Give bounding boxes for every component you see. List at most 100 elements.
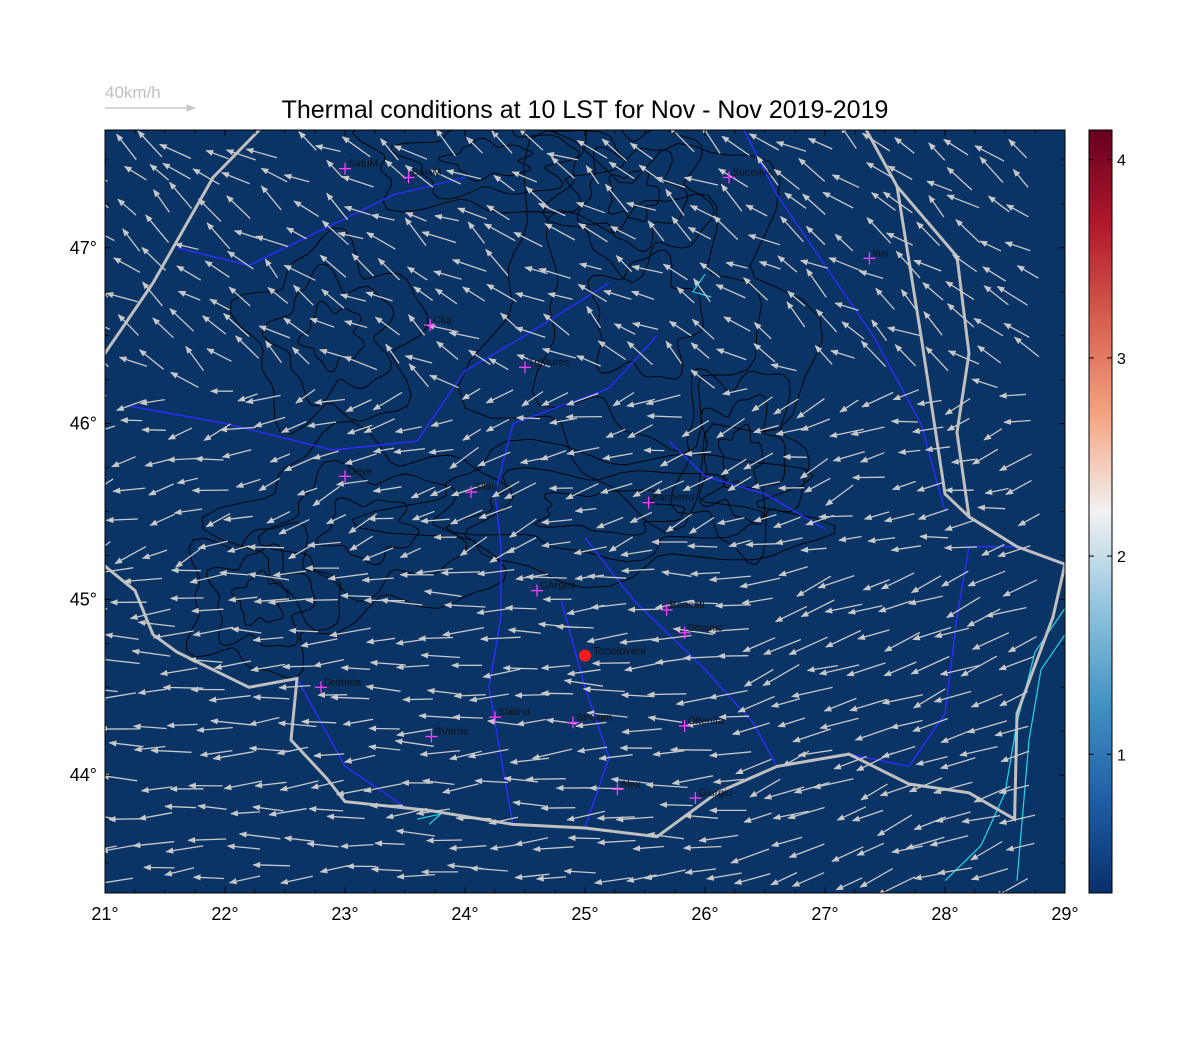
wind-arrow: [751, 396, 773, 412]
wind-arrow: [831, 174, 860, 189]
wind-arrow: [970, 693, 1003, 708]
x-tick-label: 26°: [691, 904, 718, 924]
wind-arrow: [999, 690, 1029, 707]
city-label: BVerde: [434, 726, 469, 738]
wind-arrow: [841, 321, 865, 340]
wind-arrow: [491, 130, 513, 154]
wind-arrow: [482, 668, 521, 679]
special-site-label: Topoloveni: [593, 646, 646, 658]
wind-arrow: [770, 698, 801, 708]
wind-arrow: [715, 284, 746, 299]
wind-arrow: [1005, 204, 1029, 218]
wind-arrow: [265, 340, 283, 364]
x-tick-label: 25°: [571, 904, 598, 924]
wind-arrow: [395, 663, 430, 671]
wind-arrow: [733, 873, 771, 885]
wind-arrow: [268, 808, 307, 817]
wind-arrow: [998, 784, 1030, 795]
wind-arrow: [691, 318, 715, 340]
wind-arrow: [613, 323, 636, 335]
wind-arrow: [133, 745, 166, 753]
wind-arrow: [654, 599, 693, 610]
wind-arrow: [105, 845, 117, 850]
wind-arrow: [247, 571, 290, 581]
wind-arrow: [687, 226, 712, 240]
wind-arrow: [644, 869, 686, 881]
wind-arrow: [922, 282, 944, 301]
wind-arrow: [950, 458, 976, 465]
wind-arrow: [169, 308, 195, 332]
wind-arrow: [462, 286, 486, 302]
wind-arrow: [882, 191, 913, 214]
contour-line: [587, 249, 704, 380]
wind-arrow: [926, 180, 953, 192]
wind-arrow: [682, 476, 713, 492]
wind-arrow: [839, 399, 859, 413]
wind-arrow: [173, 508, 203, 516]
wind-arrow: [213, 660, 252, 670]
wind-arrow: [1003, 322, 1030, 338]
wind-arrow: [793, 781, 830, 794]
wind-arrow: [952, 254, 978, 273]
wind-arrow: [176, 265, 202, 281]
wind-arrow: [298, 131, 317, 151]
wind-arrow: [165, 845, 204, 854]
wind-arrow: [566, 446, 600, 456]
wind-arrow: [260, 167, 288, 183]
wind-arrow: [689, 204, 717, 219]
wind-arrow: [800, 599, 835, 618]
wind-arrow: [946, 166, 973, 191]
wind-arrow: [566, 810, 606, 822]
wind-arrow: [321, 288, 345, 309]
wind-arrow: [105, 632, 139, 640]
colorbar-gradient: [1088, 129, 1113, 894]
wind-arrow: [467, 221, 486, 244]
wind-arrow: [994, 725, 1029, 737]
city-label: Giurgiu: [698, 787, 732, 799]
wind-arrow: [834, 233, 854, 252]
wind-arrow: [404, 354, 433, 364]
wind-arrow: [252, 694, 290, 701]
wind-arrow: [374, 316, 400, 336]
wind-arrow: [450, 483, 486, 497]
wind-arrow: [661, 569, 692, 577]
wind-arrow: [420, 517, 450, 524]
wind-arrow: [894, 344, 917, 367]
wind-arrow: [489, 843, 519, 851]
wind-arrow: [339, 293, 367, 302]
wind-arrow: [227, 250, 254, 270]
wind-arrow: [876, 876, 916, 893]
wind-arrow: [1003, 418, 1031, 425]
city-label: Banesti: [670, 599, 705, 611]
wind-arrow: [912, 626, 952, 641]
wind-arrow: [979, 156, 1004, 184]
wind-arrow: [886, 326, 922, 337]
wind-arrow: [230, 626, 262, 634]
wind-arrow: [675, 696, 711, 706]
wind-arrow: [970, 840, 1003, 861]
wind-arrow: [937, 867, 972, 876]
wind-arrow: [167, 427, 193, 440]
wind-arrow: [204, 260, 230, 278]
wind-arrow: [830, 349, 855, 359]
river: [176, 176, 466, 267]
wind-arrow: [818, 664, 860, 676]
wind-arrow: [575, 721, 607, 729]
wind-arrow: [518, 130, 544, 151]
wind-arrow: [105, 567, 134, 573]
wind-arrow: [521, 390, 544, 407]
wind-arrow: [797, 749, 833, 758]
wind-arrow: [116, 133, 137, 161]
wind-arrow: [716, 417, 745, 439]
wind-arrow: [850, 426, 885, 437]
wind-arrow: [983, 285, 1009, 306]
wind-arrow: [737, 695, 775, 713]
wind-arrow: [994, 878, 1029, 893]
wind-arrow: [751, 481, 781, 490]
wind-arrow: [237, 393, 258, 402]
wind-arrow: [758, 261, 781, 270]
wind-arrow: [799, 259, 829, 269]
wind-arrow: [745, 541, 781, 548]
wind-arrow: [319, 348, 347, 359]
wind-arrow: [531, 748, 573, 760]
